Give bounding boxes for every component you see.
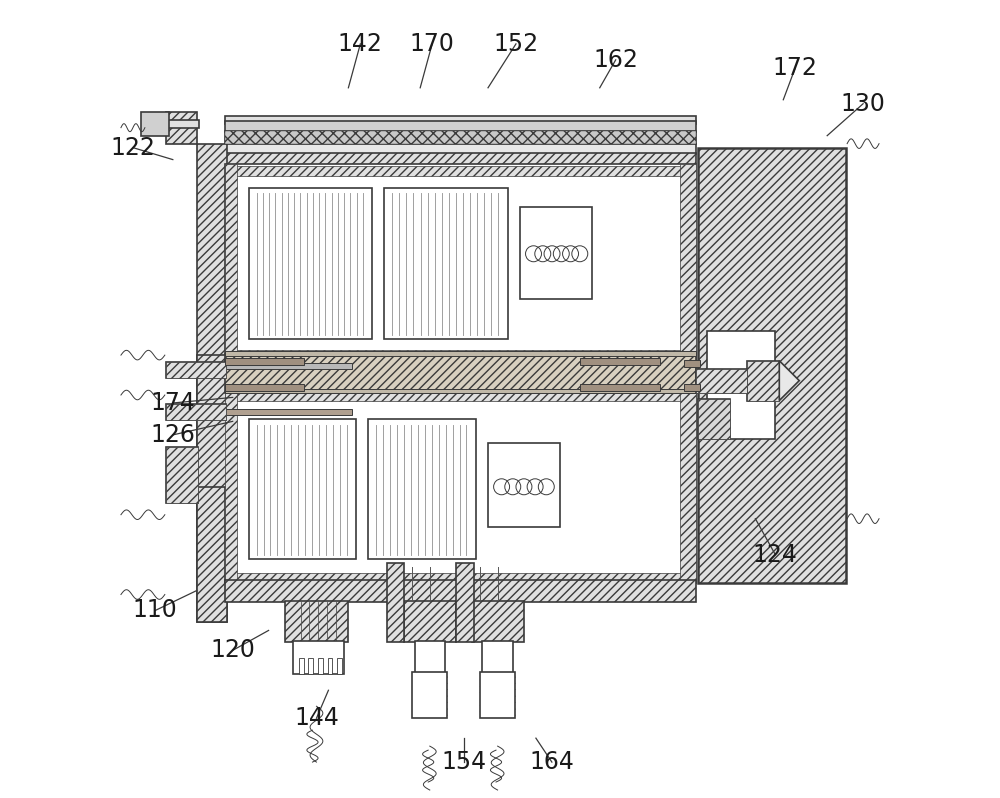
Text: 130: 130 — [841, 92, 886, 116]
Bar — [337, 658, 342, 674]
Bar — [368, 419, 476, 559]
Text: 126: 126 — [150, 423, 195, 447]
Polygon shape — [779, 361, 799, 401]
Bar — [249, 419, 356, 559]
Text: 110: 110 — [133, 598, 178, 622]
Bar — [225, 580, 696, 602]
Bar — [197, 144, 227, 622]
Bar — [698, 399, 730, 439]
Text: 174: 174 — [150, 391, 195, 415]
Text: 154: 154 — [442, 750, 487, 774]
Bar — [482, 641, 513, 674]
Bar — [197, 463, 227, 622]
Bar — [698, 399, 730, 439]
Bar — [225, 153, 696, 168]
Text: 144: 144 — [294, 706, 339, 730]
Bar — [225, 354, 696, 393]
Bar — [197, 355, 227, 487]
Bar — [318, 658, 323, 674]
Bar — [166, 362, 226, 378]
Bar — [225, 164, 696, 359]
Bar — [747, 361, 779, 401]
Bar — [225, 166, 696, 176]
Bar — [166, 362, 226, 378]
Bar — [225, 164, 237, 359]
Bar — [225, 573, 696, 583]
Bar — [249, 188, 372, 339]
Bar — [225, 384, 304, 391]
Bar — [166, 112, 197, 144]
Text: 124: 124 — [753, 543, 798, 567]
Bar — [580, 358, 660, 365]
Bar — [225, 351, 696, 356]
Bar — [166, 404, 226, 420]
Text: 152: 152 — [493, 32, 539, 56]
Bar — [698, 148, 846, 583]
Bar — [225, 131, 696, 144]
Bar — [285, 601, 348, 642]
Bar — [141, 112, 169, 136]
Bar — [328, 658, 332, 674]
Bar — [707, 331, 775, 439]
Text: 170: 170 — [410, 32, 455, 56]
Bar — [225, 391, 696, 401]
Bar — [225, 409, 352, 415]
Text: 122: 122 — [110, 136, 155, 160]
Text: 164: 164 — [529, 750, 574, 774]
Bar — [225, 391, 237, 583]
Bar — [225, 389, 696, 393]
Bar — [299, 658, 304, 674]
Bar — [387, 563, 404, 642]
Bar — [680, 391, 696, 583]
Bar — [488, 443, 560, 527]
Bar — [225, 144, 696, 154]
Bar — [696, 369, 747, 393]
Bar — [225, 116, 696, 124]
Bar — [145, 120, 199, 128]
Bar — [412, 672, 447, 718]
Bar — [225, 358, 304, 365]
Text: 142: 142 — [338, 32, 383, 56]
Bar — [225, 391, 696, 583]
Text: 120: 120 — [210, 638, 255, 662]
Text: 172: 172 — [773, 56, 818, 80]
Bar — [456, 563, 474, 642]
Bar — [404, 601, 456, 642]
Text: 162: 162 — [593, 48, 638, 72]
Bar — [384, 188, 508, 339]
Bar — [225, 359, 255, 379]
Bar — [580, 384, 660, 391]
Bar — [166, 447, 198, 503]
Bar — [225, 363, 352, 369]
Bar — [225, 121, 696, 132]
Bar — [225, 131, 696, 144]
Bar — [680, 164, 696, 359]
Bar — [166, 404, 226, 420]
Bar — [696, 369, 747, 393]
Bar — [520, 207, 592, 299]
Bar — [293, 641, 344, 674]
Bar — [415, 641, 445, 674]
Bar — [308, 658, 313, 674]
Bar — [166, 447, 198, 503]
Bar — [684, 384, 700, 391]
Bar — [684, 360, 700, 367]
Bar — [225, 350, 696, 359]
Bar — [747, 361, 779, 401]
Bar — [472, 601, 524, 642]
Bar — [480, 672, 515, 718]
